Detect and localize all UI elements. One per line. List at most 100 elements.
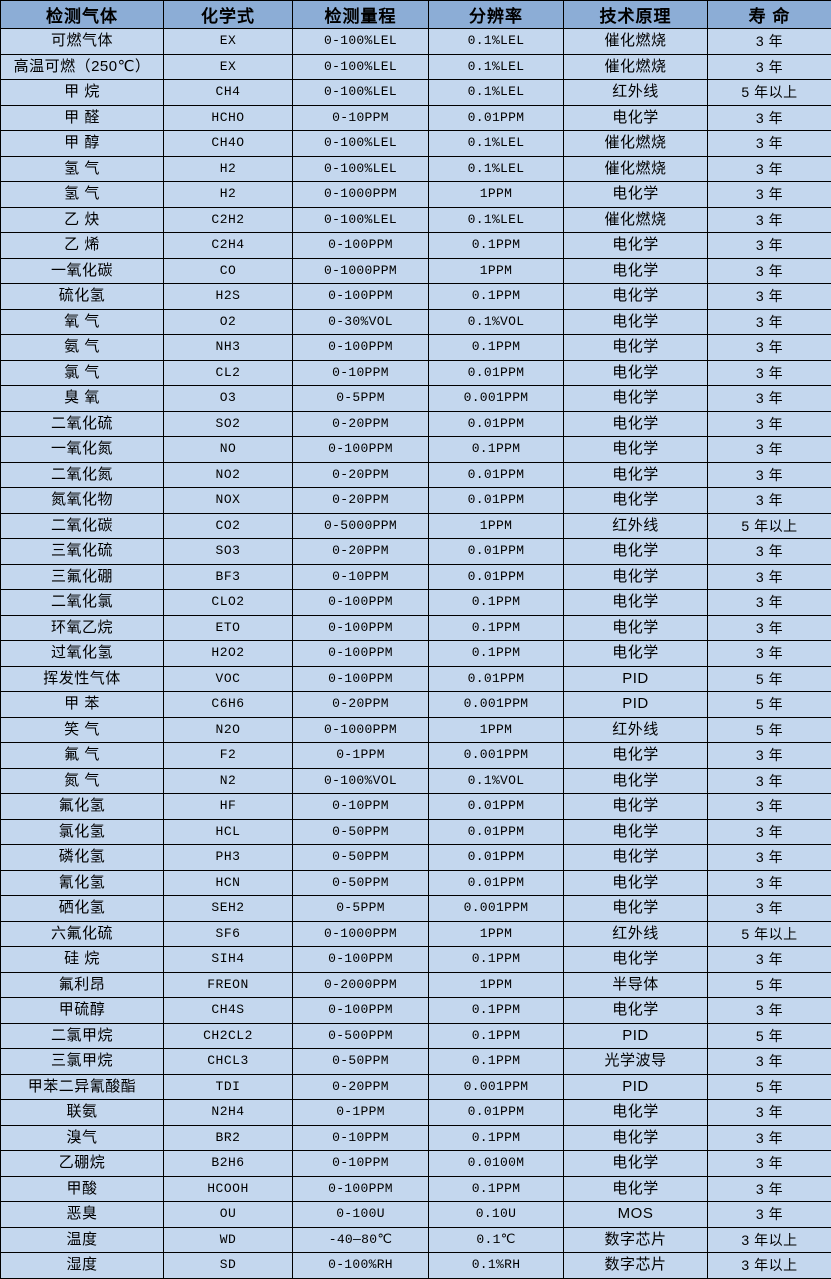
- cell-range: 0-100PPM: [293, 335, 429, 361]
- cell-formula: H2: [164, 156, 293, 182]
- cell-principle: 电化学: [564, 641, 708, 667]
- cell-principle: 电化学: [564, 1125, 708, 1151]
- cell-formula: HCN: [164, 870, 293, 896]
- cell-principle: PID: [564, 1023, 708, 1049]
- cell-gas: 乙硼烷: [1, 1151, 164, 1177]
- cell-life: 3 年: [708, 641, 831, 667]
- cell-gas: 溴气: [1, 1125, 164, 1151]
- cell-formula: SF6: [164, 921, 293, 947]
- cell-gas: 三氧化硫: [1, 539, 164, 565]
- cell-gas: 甲酸: [1, 1176, 164, 1202]
- cell-life: 3 年: [708, 309, 831, 335]
- cell-principle: 催化燃烧: [564, 29, 708, 55]
- cell-gas: 氯化氢: [1, 819, 164, 845]
- cell-gas: 磷化氢: [1, 845, 164, 871]
- cell-resolution: 0.10U: [429, 1202, 564, 1228]
- cell-formula: CH4S: [164, 998, 293, 1024]
- cell-principle: 光学波导: [564, 1049, 708, 1075]
- cell-resolution: 0.1%LEL: [429, 131, 564, 157]
- cell-life: 3 年: [708, 386, 831, 412]
- cell-resolution: 1PPM: [429, 513, 564, 539]
- cell-formula: BF3: [164, 564, 293, 590]
- cell-formula: HCL: [164, 819, 293, 845]
- cell-range: 0-20PPM: [293, 539, 429, 565]
- cell-formula: CL2: [164, 360, 293, 386]
- cell-range: 0-100U: [293, 1202, 429, 1228]
- cell-life: 3 年: [708, 182, 831, 208]
- cell-principle: 电化学: [564, 386, 708, 412]
- column-header-principle: 技术原理: [564, 1, 708, 29]
- cell-range: 0-10PPM: [293, 794, 429, 820]
- cell-life: 3 年: [708, 870, 831, 896]
- cell-principle: 电化学: [564, 794, 708, 820]
- cell-life: 3 年: [708, 233, 831, 259]
- cell-principle: 电化学: [564, 1151, 708, 1177]
- cell-principle: PID: [564, 1074, 708, 1100]
- cell-range: 0-100PPM: [293, 947, 429, 973]
- cell-gas: 氟 气: [1, 743, 164, 769]
- cell-resolution: 0.01PPM: [429, 488, 564, 514]
- cell-principle: 电化学: [564, 1100, 708, 1126]
- cell-gas: 硫化氢: [1, 284, 164, 310]
- cell-life: 3 年: [708, 462, 831, 488]
- cell-principle: 电化学: [564, 845, 708, 871]
- cell-resolution: 0.1%LEL: [429, 54, 564, 80]
- cell-principle: 电化学: [564, 947, 708, 973]
- cell-range: 0-100PPM: [293, 590, 429, 616]
- cell-range: 0-10PPM: [293, 360, 429, 386]
- cell-formula: CH4: [164, 80, 293, 106]
- column-header-resolution: 分辨率: [429, 1, 564, 29]
- cell-resolution: 0.01PPM: [429, 794, 564, 820]
- cell-gas: 甲 醇: [1, 131, 164, 157]
- cell-life: 3 年: [708, 1202, 831, 1228]
- cell-gas: 三氟化硼: [1, 564, 164, 590]
- cell-range: 0-2000PPM: [293, 972, 429, 998]
- cell-gas: 甲苯二异氰酸酯: [1, 1074, 164, 1100]
- cell-formula: SO2: [164, 411, 293, 437]
- cell-gas: 氮氧化物: [1, 488, 164, 514]
- cell-gas: 甲硫醇: [1, 998, 164, 1024]
- cell-resolution: 0.001PPM: [429, 1074, 564, 1100]
- cell-formula: NO2: [164, 462, 293, 488]
- cell-life: 5 年: [708, 1074, 831, 1100]
- cell-formula: HCHO: [164, 105, 293, 131]
- cell-principle: 电化学: [564, 335, 708, 361]
- cell-range: 0-100%RH: [293, 1253, 429, 1279]
- cell-resolution: 0.01PPM: [429, 819, 564, 845]
- cell-resolution: 0.1PPM: [429, 284, 564, 310]
- cell-formula: CLO2: [164, 590, 293, 616]
- cell-resolution: 0.1%RH: [429, 1253, 564, 1279]
- cell-resolution: 0.1%LEL: [429, 29, 564, 55]
- cell-range: 0-50PPM: [293, 819, 429, 845]
- cell-range: 0-20PPM: [293, 488, 429, 514]
- cell-principle: 数字芯片: [564, 1253, 708, 1279]
- cell-principle: PID: [564, 666, 708, 692]
- cell-principle: 催化燃烧: [564, 54, 708, 80]
- cell-range: -40—80℃: [293, 1227, 429, 1253]
- cell-resolution: 0.1PPM: [429, 1176, 564, 1202]
- cell-life: 3 年: [708, 1100, 831, 1126]
- cell-range: 0-100PPM: [293, 641, 429, 667]
- cell-resolution: 0.01PPM: [429, 105, 564, 131]
- cell-life: 5 年以上: [708, 513, 831, 539]
- cell-formula: N2O: [164, 717, 293, 743]
- cell-life: 5 年以上: [708, 80, 831, 106]
- cell-life: 3 年: [708, 743, 831, 769]
- cell-range: 0-50PPM: [293, 845, 429, 871]
- cell-range: 0-50PPM: [293, 1049, 429, 1075]
- cell-range: 0-100%LEL: [293, 54, 429, 80]
- cell-range: 0-100%LEL: [293, 156, 429, 182]
